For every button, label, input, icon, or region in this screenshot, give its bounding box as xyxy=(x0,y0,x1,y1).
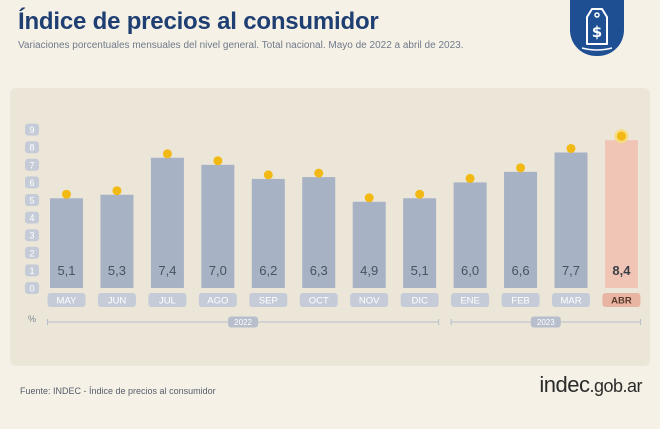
category-pill xyxy=(602,293,641,307)
bar-value-label: 7,0 xyxy=(209,263,227,278)
bar-value-label: 5,1 xyxy=(411,263,429,278)
price-tag-dollar-icon: $ xyxy=(581,8,613,51)
brand-badge: $ xyxy=(570,0,624,56)
category-label: MAR xyxy=(560,296,581,307)
bar-value-label: 6,3 xyxy=(310,263,328,278)
y-tick-pill xyxy=(25,211,39,224)
category-pill xyxy=(350,293,389,307)
source-note: Fuente: INDEC - Índice de precios al con… xyxy=(20,386,216,396)
brand-name: indec xyxy=(539,372,590,397)
bar-marker xyxy=(263,170,273,180)
bar-value-label: 6,6 xyxy=(512,263,530,278)
bar xyxy=(604,140,638,288)
bar-marker xyxy=(314,168,324,178)
bar-value-label: 5,1 xyxy=(57,263,75,278)
y-tick-label: 3 xyxy=(29,231,34,241)
category-pill xyxy=(400,293,439,307)
y-tick-label: 1 xyxy=(29,266,34,276)
brand-domain: .gob.ar xyxy=(589,376,642,396)
bar-marker xyxy=(62,189,71,199)
y-tick-pill xyxy=(25,229,39,242)
bar-marker xyxy=(112,186,122,196)
category-pill xyxy=(97,293,136,307)
y-tick-label: 6 xyxy=(29,178,34,188)
year-label-pill xyxy=(228,316,259,328)
category-pill xyxy=(552,293,590,307)
bar xyxy=(504,171,538,288)
bar xyxy=(352,201,386,288)
y-tick-label: 2 xyxy=(29,248,34,258)
bar-value-label: 7,7 xyxy=(562,263,580,278)
y-tick-label: 7 xyxy=(29,160,34,170)
y-tick-label: 4 xyxy=(29,213,34,223)
y-tick-label: 9 xyxy=(29,125,34,135)
y-tick-label: 0 xyxy=(29,284,34,294)
year-label: 2023 xyxy=(537,318,555,327)
category-pill xyxy=(198,293,237,307)
brand-logo[interactable]: indec.gob.ar xyxy=(539,372,642,398)
category-pill xyxy=(501,293,540,307)
bar xyxy=(554,152,588,288)
category-pill xyxy=(148,293,187,307)
y-tick-pill xyxy=(25,264,39,277)
bar xyxy=(302,177,336,288)
category-label: ABR xyxy=(611,296,632,307)
page-title: Índice de precios al consumidor xyxy=(18,8,379,35)
y-axis-label: % xyxy=(28,314,36,324)
page-subtitle: Variaciones porcentuales mensuales del n… xyxy=(18,40,464,51)
category-label: MAY xyxy=(57,296,78,307)
bar xyxy=(251,178,285,288)
category-label: OCT xyxy=(309,296,329,307)
bar-value-label: 5,3 xyxy=(108,263,126,278)
bar-value-label: 7,4 xyxy=(158,263,176,278)
category-label: NOV xyxy=(359,296,380,307)
year-label-pill xyxy=(530,316,561,328)
bar xyxy=(100,194,134,288)
bar-value-label: 6,2 xyxy=(259,263,277,278)
bar-marker xyxy=(162,149,172,159)
bar xyxy=(50,198,83,288)
y-tick-label: 5 xyxy=(29,196,34,206)
category-pill xyxy=(299,293,338,307)
bar-marker xyxy=(364,193,374,203)
bar-marker xyxy=(415,189,425,199)
category-label: JUN xyxy=(108,296,127,307)
category-label: FEB xyxy=(511,296,529,307)
category-pill xyxy=(451,293,490,307)
category-pill xyxy=(249,293,288,307)
y-tick-pill xyxy=(25,246,39,259)
category-label: SEP xyxy=(259,296,278,307)
category-pill xyxy=(47,293,86,307)
svg-text:$: $ xyxy=(592,23,602,41)
bar-value-label: 4,9 xyxy=(360,263,378,278)
y-tick-pill xyxy=(25,282,39,294)
category-label: ENE xyxy=(460,296,480,307)
bar-marker xyxy=(566,143,576,153)
bar-marker xyxy=(516,163,526,173)
bar xyxy=(453,182,487,288)
bar-value-label: 6,0 xyxy=(461,263,479,278)
category-label: AGO xyxy=(207,296,228,307)
bar-value-label: 8,4 xyxy=(612,263,631,278)
category-label: JUL xyxy=(159,296,176,307)
y-tick-label: 8 xyxy=(29,143,34,153)
category-label: DIC xyxy=(411,296,428,307)
bar xyxy=(201,164,235,288)
bar-marker xyxy=(213,156,223,166)
bar xyxy=(150,157,184,288)
y-tick-pill xyxy=(25,176,39,189)
bar-marker xyxy=(616,131,626,141)
y-tick-pill xyxy=(25,141,39,154)
y-tick-pill xyxy=(25,123,39,136)
year-label: 2022 xyxy=(234,318,252,327)
y-tick-pill xyxy=(25,158,39,171)
bar xyxy=(403,198,437,288)
bar-marker xyxy=(465,173,475,183)
y-tick-pill xyxy=(25,194,39,206)
